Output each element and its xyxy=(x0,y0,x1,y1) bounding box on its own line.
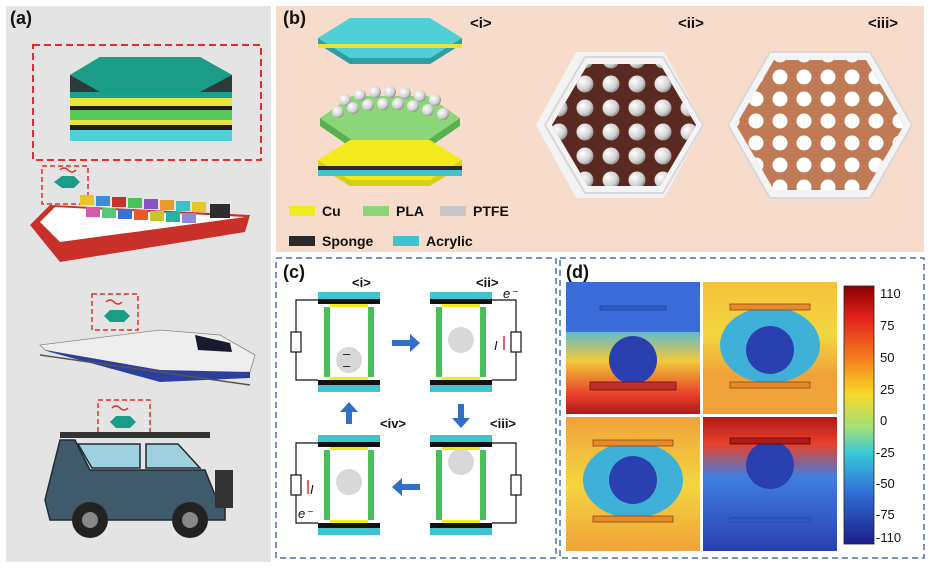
colorbar-tick-3: 25 xyxy=(880,382,894,397)
photo-pla-frame-balls xyxy=(536,52,705,198)
colorbar xyxy=(843,285,875,545)
suv-icon xyxy=(44,399,233,538)
field-map-top-right xyxy=(703,282,837,414)
colorbar-tick-2: 50 xyxy=(880,350,894,365)
panel-b-label: (b) xyxy=(283,8,306,28)
electron-label-ii: e⁻ xyxy=(503,286,518,301)
hexagon-device-stack xyxy=(70,57,232,141)
legend-label-cu: Cu xyxy=(322,203,341,219)
electron-label-iv: e⁻ xyxy=(298,506,313,521)
legend-swatch-cu xyxy=(289,206,315,216)
photo-copper-electrode xyxy=(726,51,914,199)
arrow-right-icon xyxy=(392,334,420,352)
legend-swatch-acrylic xyxy=(393,236,419,246)
panel-b-sub-iii: <iii> xyxy=(868,15,898,32)
legend-label-acrylic: Acrylic xyxy=(426,233,473,249)
arrow-left-icon xyxy=(392,478,420,496)
legend-label-ptfe: PTFE xyxy=(473,203,509,219)
exploded-device-view xyxy=(318,18,462,186)
device-highlight-box xyxy=(32,44,262,161)
arrow-up-icon xyxy=(340,402,358,424)
ship-icon xyxy=(30,165,250,262)
train-icon xyxy=(39,293,256,386)
legend-swatch-ptfe xyxy=(440,206,466,216)
state-i-diagram: – – xyxy=(290,292,380,392)
colorbar-tick-4: 0 xyxy=(880,413,887,428)
colorbar-tick-5: -25 xyxy=(876,445,895,460)
panel-c-sub-iii: <iii> xyxy=(490,416,516,431)
panel-c-sub-ii: <ii> xyxy=(476,275,499,290)
colorbar-tick-0: 110 xyxy=(880,286,901,301)
field-map-bottom-left xyxy=(566,417,700,551)
state-ii-diagram xyxy=(430,292,522,392)
legend-label-pla: PLA xyxy=(396,203,424,219)
panel-c-label: (c) xyxy=(283,262,305,282)
field-map-top-left xyxy=(566,282,700,414)
colorbar-tick-8: -110 xyxy=(876,530,901,545)
field-map-bottom-right xyxy=(703,417,837,551)
panel-c-sub-iv: <iv> xyxy=(380,416,406,431)
legend-swatch-pla xyxy=(363,206,389,216)
panel-d-border xyxy=(559,257,925,559)
material-legend: Cu PLA PTFE Sponge Acrylic xyxy=(289,203,509,249)
current-label-ii: I xyxy=(494,338,498,353)
arrow-down-icon xyxy=(452,404,470,428)
colorbar-tick-6: -50 xyxy=(876,476,895,491)
current-label-iv: I xyxy=(310,482,314,497)
panel-c-sub-i: <i> xyxy=(352,275,371,290)
colorbar-ticks: 110 75 50 25 0 -25 -50 -75 -110 xyxy=(876,286,901,545)
state-iv-diagram xyxy=(290,435,380,535)
legend-label-sponge: Sponge xyxy=(322,233,374,249)
legend-swatch-sponge xyxy=(289,236,315,246)
panel-a-label: (a) xyxy=(10,8,32,28)
colorbar-tick-1: 75 xyxy=(880,318,894,333)
panel-d-label: (d) xyxy=(566,262,589,282)
svg-text:–: – xyxy=(343,358,351,373)
panel-c-border xyxy=(275,257,557,559)
cycle-arrows xyxy=(340,334,470,496)
state-iii-diagram xyxy=(430,435,522,535)
panel-b-sub-ii: <ii> xyxy=(678,15,704,32)
svg-text:–: – xyxy=(343,346,351,361)
panel-b-sub-i: <i> xyxy=(470,15,492,32)
colorbar-tick-7: -75 xyxy=(876,507,895,522)
